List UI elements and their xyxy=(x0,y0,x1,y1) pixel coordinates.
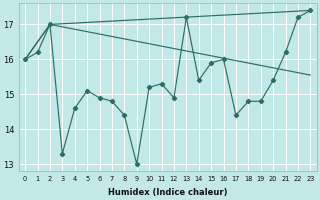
X-axis label: Humidex (Indice chaleur): Humidex (Indice chaleur) xyxy=(108,188,228,197)
